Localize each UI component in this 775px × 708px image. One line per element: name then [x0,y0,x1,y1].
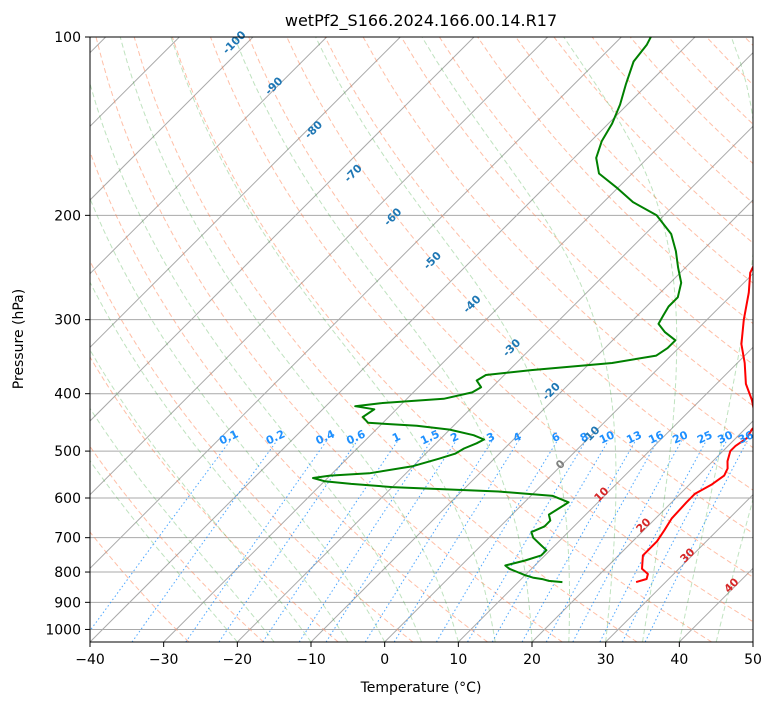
y-tick-label: 400 [54,387,81,403]
isotherm-line [531,420,753,642]
mixing-ratio-line [185,440,328,642]
mixing-ratio-line [545,440,659,642]
x-axis-label: Temperature (°C) [360,680,482,696]
x-tick-label: 50 [744,652,762,668]
mixing-ratio-line [131,440,278,642]
plot-frame [89,36,754,643]
isotherm-line [605,493,753,642]
series-layer [312,37,753,584]
y-tick-label: 200 [54,208,81,224]
dry-adiabat-line [95,37,563,642]
y-axis: 100 200 300 400 500 600 700 800 900 1000 [45,30,90,638]
y-tick-label: 800 [54,565,81,581]
dry-adiabat-line [210,37,753,623]
isotherm-line [236,125,753,642]
mixing-ratio-label: 13 [624,428,643,446]
mixing-ratio-label: 20 [671,428,691,446]
mixing-ratio-line [467,440,587,642]
mixing-ratio-line [262,440,399,642]
mixing-ratio-line [521,440,637,642]
moist-adiabat-line [90,281,349,642]
dry-adiabat-line [171,37,712,642]
plot-background [90,37,753,642]
mixing-ratio-label: 30 [716,428,736,446]
isotherm-line [90,37,696,642]
y-tick-label: 700 [54,531,81,547]
mixing-ratio-line [364,440,493,642]
isotherm-line [752,641,753,642]
dewpoint-series-line [312,37,683,584]
moist-adiabat-line [90,348,312,642]
mixing-ratio-line [325,440,457,642]
moist-adiabat-line [90,197,386,642]
x-tick-label: −30 [149,652,179,668]
x-tick-label: 40 [670,652,688,668]
moist-adiabat-line [678,37,753,642]
isotherm-line [384,272,753,642]
dry-adiabat-line [400,37,753,407]
x-tick-label: −20 [223,652,253,668]
y-tick-label: 300 [54,313,81,329]
temperature-series-line [635,264,753,584]
y-tick-label: 1000 [45,622,81,638]
dry-adiabat-line [438,37,753,366]
mixing-ratio-line [90,440,231,632]
dry-adiabat-line [248,37,753,578]
background-lines [90,37,753,642]
y-tick-label: 600 [54,491,81,507]
isotherm-line [90,37,401,349]
isotherm-line [457,346,753,642]
dry-adiabat-line [90,259,414,642]
dry-adiabat-line [515,37,753,284]
y-tick-label: 500 [54,444,81,460]
moist-adiabat-line [233,37,533,642]
isotherm-line [90,37,549,496]
x-tick-label: 0 [380,652,389,668]
dry-adiabat-line [133,37,638,642]
dry-adiabat-line [90,150,488,642]
isotherm-line [90,37,254,201]
moist-adiabat-line [170,37,496,642]
mixing-ratio-line [572,440,683,642]
moist-adiabat-line [421,37,617,642]
mixing-ratio-line [491,440,609,642]
y-axis-label: Pressure (hPa) [11,289,27,389]
x-tick-label: 10 [449,652,467,668]
isotherm-line [90,37,475,422]
y-tick-label: 100 [54,30,81,46]
mixing-ratio-line [435,440,558,642]
isotherm-line [90,37,328,275]
moist-adiabat-line [563,37,678,642]
y-tick-label: 900 [54,595,81,611]
x-axis: −40 −30 −20 −10 0 10 20 30 40 50 [75,642,762,668]
dry-adiabat-line [90,445,264,642]
x-tick-label: −40 [75,652,105,668]
mixing-ratio-label: 16 [646,428,666,446]
dry-adiabat-line [90,356,339,642]
mixing-ratio-line [644,440,748,642]
x-tick-label: 20 [523,652,541,668]
moist-adiabat-line [90,459,238,642]
dry-adiabat-line [90,531,190,642]
x-tick-label: −10 [296,652,326,668]
mixing-ratio-label: 10 [597,428,617,446]
moist-adiabat-line [315,37,570,642]
isotherm-line [163,51,753,642]
chart-title: wetPf2_S166.2024.166.00.14.R17 [285,11,557,31]
dry-adiabat-line [324,37,753,491]
x-tick-label: 30 [597,652,615,668]
mixing-ratio-label: 25 [695,428,714,446]
moist-adiabat-line [715,497,753,642]
isotherm-line [90,37,622,570]
mixing-ratio-label: 36 [736,428,756,446]
moist-adiabat-line [90,407,275,642]
mixing-ratio-line [393,440,520,642]
